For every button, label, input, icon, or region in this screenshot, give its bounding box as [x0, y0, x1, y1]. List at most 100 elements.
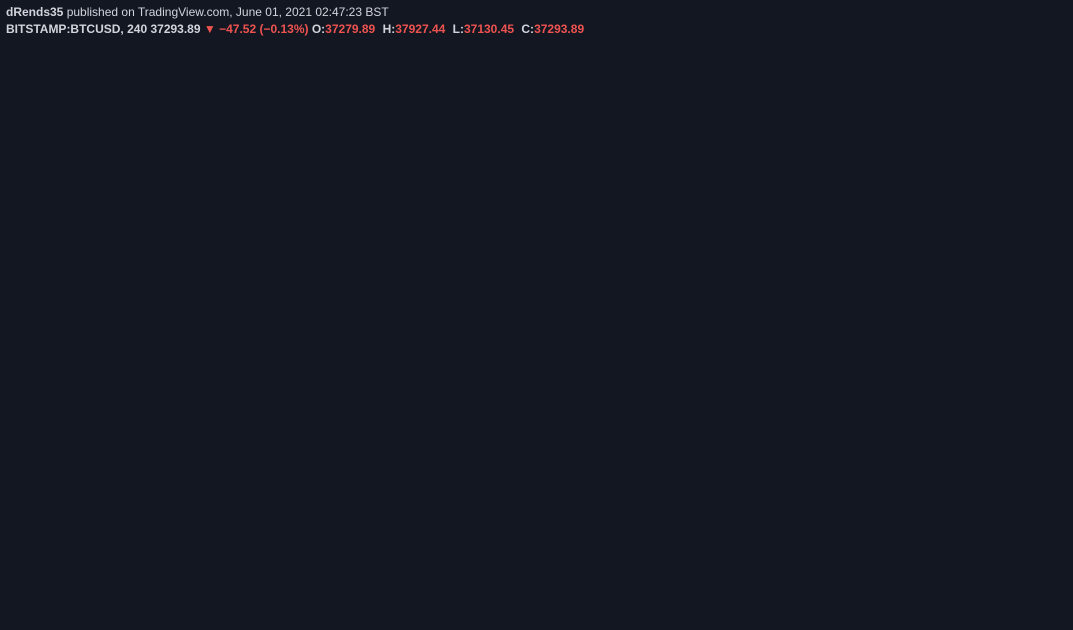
candle-body	[613, 257, 623, 281]
candle-body	[304, 284, 313, 291]
profile-sell	[175, 235, 240, 252]
candle-body	[792, 389, 801, 403]
y-tick-label: 43000.00	[1010, 94, 1056, 106]
candle-body	[934, 301, 944, 307]
candle-body	[815, 377, 825, 383]
candle-body	[197, 159, 206, 201]
candle-body	[78, 221, 87, 289]
candle-body	[387, 359, 397, 381]
candle-body	[637, 209, 647, 213]
profile-buy	[70, 523, 71, 540]
profile-sell	[120, 168, 165, 185]
profile-sell	[150, 337, 230, 354]
profile-buy	[70, 100, 88, 117]
y-tick-label: 35000.00	[1010, 365, 1056, 377]
profile-sell	[205, 252, 340, 269]
candle-body	[732, 344, 742, 350]
profile-buy	[70, 168, 120, 185]
price-tag-countdown: 02:12:39	[1010, 301, 1053, 313]
profile-sell	[190, 269, 320, 286]
trend-line	[141, 99, 999, 244]
candle-body	[851, 321, 861, 353]
profile-sell	[76, 455, 84, 472]
profile-buy	[70, 455, 76, 472]
candle-body	[565, 204, 575, 241]
candle-body	[922, 303, 932, 311]
candle-body	[423, 279, 432, 283]
y-tick-label: 30000.00	[1010, 534, 1056, 546]
candle-body	[958, 292, 968, 295]
profile-sell	[200, 286, 326, 303]
candle-body	[113, 199, 123, 256]
brand-logo	[8, 606, 31, 616]
profile-buy	[70, 422, 88, 438]
h-label: H:	[382, 22, 396, 36]
x-tick-label: 26	[528, 573, 540, 585]
candle-body	[6, 89, 16, 99]
publish-info: published on TradingView.com, June 01, 2…	[66, 5, 389, 19]
profile-buy	[70, 405, 90, 422]
profile-buy	[70, 506, 71, 523]
y-tick-label: 32000.00	[1010, 466, 1056, 478]
profile-region	[70, 100, 975, 540]
candle-body	[161, 169, 170, 181]
publish-line: dRends35 published on TradingView.com, J…	[6, 5, 389, 19]
y-tick-label: 39000.00	[1010, 229, 1056, 241]
c-label: C:	[521, 22, 535, 36]
y-tick-label: 31000.00	[1010, 500, 1056, 512]
profile-sell	[155, 202, 248, 218]
profile-buy	[70, 489, 72, 506]
last-price: 37293.89	[150, 22, 201, 36]
profile-sell	[88, 100, 106, 117]
c-value: 37293.89	[534, 22, 585, 36]
currency-box	[1018, 49, 1048, 68]
profile-sell	[100, 371, 148, 388]
candle-body	[673, 244, 682, 261]
candle-body	[661, 239, 670, 246]
profile-sell	[100, 117, 120, 134]
candle-body	[173, 172, 182, 181]
candle-body	[125, 182, 135, 201]
candle-body	[446, 211, 456, 241]
profile-sell	[80, 438, 106, 455]
profile-sell	[152, 320, 257, 337]
symbol: BITSTAMP:BTCUSD, 240	[6, 22, 148, 36]
profile-buy	[70, 185, 150, 202]
profile-sell	[125, 354, 180, 371]
candle-body	[292, 259, 301, 291]
l-label: L:	[452, 22, 464, 36]
candle-body	[209, 159, 218, 311]
candle-body	[411, 279, 420, 311]
candle-body	[482, 234, 492, 319]
candle-body	[399, 309, 409, 361]
candle-body	[696, 301, 706, 356]
candle-body	[684, 259, 694, 303]
y-tick-label: 44000.00	[1010, 60, 1056, 72]
x-tick-label: 19	[29, 573, 41, 585]
candle-body	[327, 284, 337, 341]
candle-body	[375, 379, 385, 436]
publisher: dRends35	[6, 5, 64, 19]
change: ▼ −47.52 (−0.13%)	[203, 22, 309, 36]
candle-body	[268, 244, 278, 326]
candle-body	[244, 289, 254, 293]
candle-body	[720, 309, 730, 345]
x-tick-label: 13:00	[271, 573, 299, 585]
candle-body	[911, 309, 920, 343]
profile-sell	[150, 185, 248, 202]
profile-buy	[70, 337, 150, 354]
candle-body	[518, 254, 528, 293]
candle-body	[18, 89, 28, 104]
profile-buy	[70, 151, 110, 168]
y-tick-label: 36000.00	[1010, 331, 1056, 343]
candle-body	[803, 382, 813, 403]
candle-body	[458, 239, 468, 256]
candle-body	[280, 259, 290, 263]
candle-body	[54, 184, 63, 246]
candle-body	[946, 289, 956, 302]
o-label: O:	[311, 22, 326, 36]
y-tick-label: 38000.00	[1010, 263, 1056, 275]
profile-buy	[70, 472, 74, 489]
